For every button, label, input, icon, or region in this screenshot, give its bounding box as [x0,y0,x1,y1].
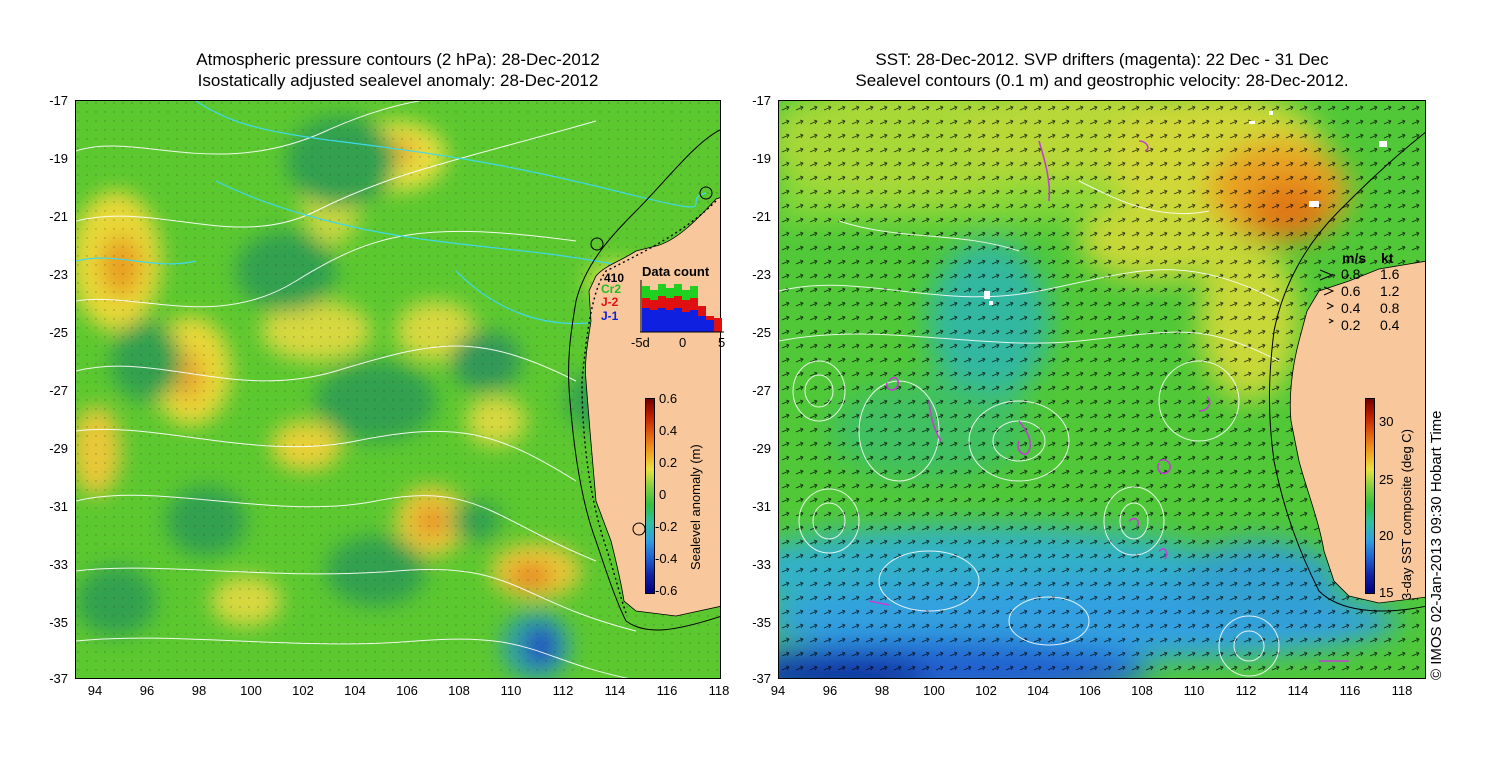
y-tick-label: -27 [752,383,771,398]
data-count-histogram [640,280,724,333]
sst-map [778,100,1426,679]
x-tick-label: 98 [191,683,207,698]
data-count-title: Data count [642,264,710,279]
colorbar-axis-label: Sealevel anomaly (m) [688,444,703,570]
sealevel-anomaly-field [76,101,720,678]
x-tick-label: 96 [822,683,838,698]
y-tick-label: -19 [49,151,68,166]
x-tick-label: 106 [396,683,418,698]
colorbar-tick-label: -0.2 [655,519,678,534]
velocity-kt-value: 0.4 [1380,317,1400,333]
series-label-j2: J-2 [601,295,619,309]
y-tick-label: -21 [49,209,68,224]
colorbar-axis-label: 3-day SST composite (deg C) [1399,429,1414,600]
y-tick-label: -25 [49,325,68,340]
x-tick-label: 116 [1339,683,1361,698]
x-tick-label: 114 [1287,683,1309,698]
sealevel-anomaly-map [75,100,721,679]
x-tick-label: 98 [874,683,890,698]
y-tick-label: -33 [49,557,68,572]
right-map-title: SST: 28-Dec-2012. SVP drifters (magenta)… [778,49,1426,91]
velocity-kt-value: 1.6 [1380,266,1400,282]
sst-field [779,101,1425,678]
y-tick-label: -19 [752,151,771,166]
colorbar-tick-label: 30 [1379,414,1394,429]
y-tick-label: -29 [49,441,68,456]
x-tick-label: 110 [1183,683,1205,698]
left-map-title: Atmospheric pressure contours (2 hPa): 2… [75,49,721,91]
x-tick-label: 112 [1235,683,1257,698]
x-tick-label: 114 [604,683,626,698]
colorbar-tick-label: 20 [1379,528,1394,543]
colorbar-tick-label: -0.4 [655,551,678,566]
arrow-icon [1319,269,1334,281]
arrow-icon [1323,286,1335,296]
y-tick-label: -17 [752,93,771,108]
series-label-410: 410 [604,271,625,285]
x-tick-label: 104 [344,683,366,698]
colorbar-tick-label: 0.2 [659,455,678,470]
y-tick-label: -25 [752,325,771,340]
x-tick-label: 102 [975,683,997,698]
y-tick-label: -35 [49,615,68,630]
y-tick-label: -37 [49,671,68,686]
colorbar-tick-label: 0.6 [659,391,678,406]
x-tick-label: 118 [1391,683,1413,698]
histogram-tick-label: 5 [718,335,726,350]
y-tick-label: -17 [49,93,68,108]
right-title-line2: Sealevel contours (0.1 m) and geostrophi… [855,71,1349,90]
histogram-tick-label: -5d [631,335,650,350]
x-tick-label: 106 [1079,683,1101,698]
colorbar-tick-label: 15 [1379,585,1394,600]
x-tick-label: 94 [770,683,786,698]
sealevel-colorbar-gradient [645,398,655,594]
x-tick-label: 116 [656,683,678,698]
velocity-arrow-icons [1319,269,1335,324]
velocity-header-kt: kt [1381,250,1394,266]
arrow-icon [1328,318,1335,324]
y-tick-label: -31 [752,499,771,514]
velocity-kt-value: 1.2 [1380,283,1400,299]
x-tick-label: 110 [500,683,522,698]
velocity-kt-value: 0.8 [1380,300,1400,316]
y-tick-label: -27 [49,383,68,398]
y-tick-label: -29 [752,441,771,456]
colorbar-tick-label: -0.6 [655,583,678,598]
y-tick-label: -31 [49,499,68,514]
y-tick-label: -37 [752,671,771,686]
velocity-header-ms: m/s [1342,250,1367,266]
left-title-line1: Atmospheric pressure contours (2 hPa): 2… [196,50,600,69]
y-tick-label: -23 [752,267,771,282]
x-tick-label: 108 [1131,683,1153,698]
y-tick-label: -33 [752,557,771,572]
colorbar-tick-label: 25 [1379,472,1394,487]
x-tick-label: 112 [552,683,574,698]
series-label-cr2: Cr2 [601,282,622,296]
velocity-ms-value: 0.8 [1341,266,1361,282]
sst-colorbar-gradient [1365,398,1375,594]
y-tick-label: -23 [49,267,68,282]
colorbar-tick-label: 0 [659,487,667,502]
velocity-ms-value: 0.2 [1341,317,1361,333]
x-tick-label: 108 [448,683,470,698]
velocity-ms-value: 0.6 [1341,283,1361,299]
y-tick-label: -35 [752,615,771,630]
x-tick-label: 118 [708,683,730,698]
series-label-j1: J-1 [601,309,619,323]
histogram-tick-label: 0 [679,335,687,350]
x-tick-label: 94 [87,683,103,698]
y-tick-label: -21 [752,209,771,224]
arrow-icon [1326,302,1335,310]
velocity-ms-value: 0.4 [1341,300,1361,316]
imos-credit: © IMOS 02-Jan-2013 09:30 Hobart Time [1428,410,1445,680]
left-title-line2: Isostatically adjusted sealevel anomaly:… [197,71,599,90]
x-tick-label: 104 [1027,683,1049,698]
x-tick-label: 102 [292,683,314,698]
right-title-line1: SST: 28-Dec-2012. SVP drifters (magenta)… [875,50,1329,69]
x-tick-label: 96 [139,683,155,698]
colorbar-tick-label: 0.4 [659,423,678,438]
x-tick-label: 100 [240,683,262,698]
x-tick-label: 100 [923,683,945,698]
histogram-bars [642,284,722,332]
